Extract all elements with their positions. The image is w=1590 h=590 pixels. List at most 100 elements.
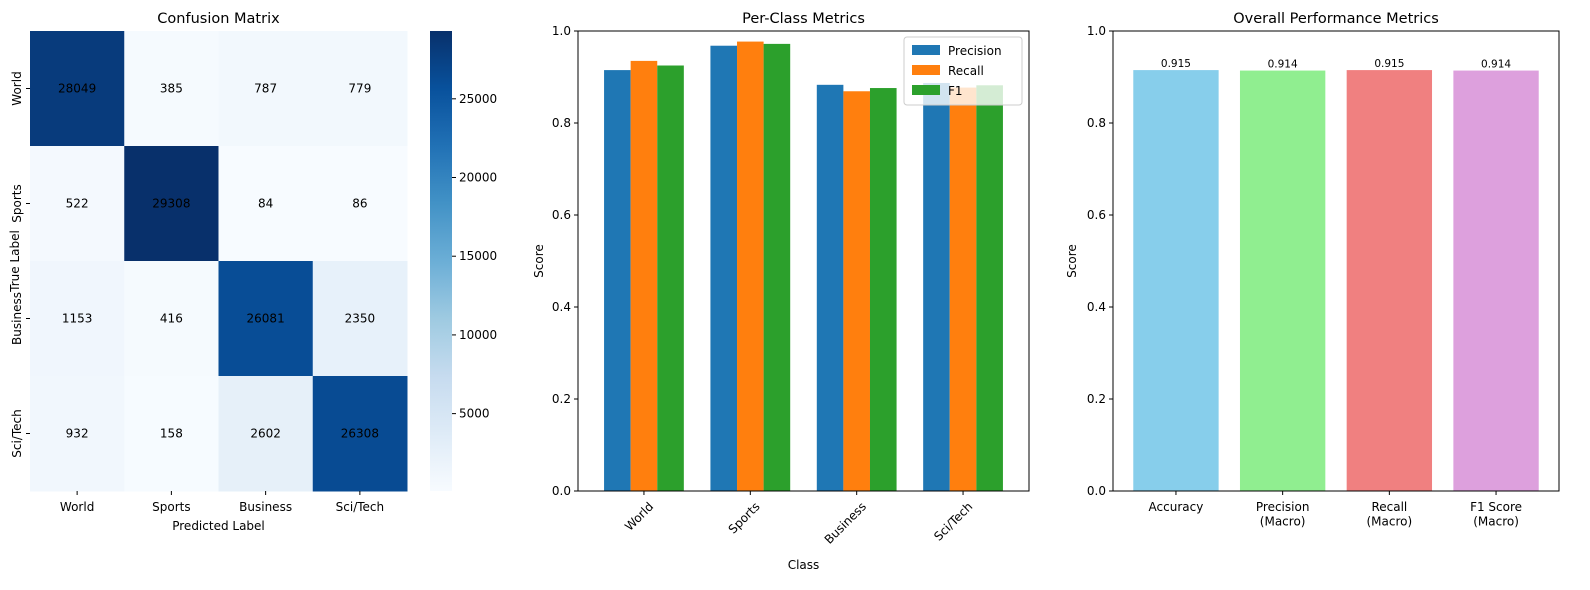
colorbar-tick-label: 25000 [459,92,497,106]
y-tick-label: 0.6 [1087,208,1106,222]
y-tick-label: 0.4 [1087,300,1106,314]
heatmap-cell [312,261,408,377]
x-tick-label: Business [822,499,869,546]
colorbar-tick-label: 20000 [459,171,497,185]
legend-label: F1 [948,84,963,98]
colorbar-tick-label: 10000 [459,328,497,342]
legend-swatch [912,85,940,95]
legend-swatch [912,45,940,55]
heatmap-cell [218,261,314,377]
x-tick-label: F1 Score (Macro) [1470,500,1522,528]
heatmap-cell-value: 787 [254,82,277,96]
bar-precision [923,82,950,491]
heatmap-cell [218,376,314,492]
heatmap-cell-value: 84 [258,197,273,211]
plot-frame [577,30,1030,492]
x-tick-label: Sci/Tech [931,499,975,543]
y-axis-label: Score [1065,244,1079,278]
bar-data-label: 0.914 [1268,59,1298,71]
overall-bar [1133,70,1219,491]
bar-precision [816,84,844,491]
heatmap-cell-value: 26308 [341,427,379,441]
heatmap-cell-value: 932 [66,427,89,441]
y-tick-label: 0.0 [1087,484,1106,498]
heatmap-cell [30,146,125,262]
y-tick-label: 0.6 [552,208,571,222]
heatmap-cell-value: 26081 [247,312,285,326]
heatmap-cell [218,146,314,262]
bar-recall [630,60,658,492]
y-tick-label: 0.0 [552,484,571,498]
heatmap-cell [124,376,219,492]
legend-label: Recall [948,64,984,78]
y-tick-label: 0.8 [552,116,571,130]
y-tick-label: Sci/Tech [10,409,24,457]
chart-title: Overall Performance Metrics [1233,11,1439,27]
y-tick-label: World [10,71,24,105]
y-tick-label: Sports [10,184,24,222]
colorbar [430,31,452,491]
y-tick-label: 1.0 [552,24,571,38]
y-tick-label: 1.0 [1087,24,1106,38]
overall-bar [1453,70,1539,491]
heatmap-cell [30,261,125,377]
heatmap-cell-value: 2350 [345,312,376,326]
overall-bar [1346,70,1433,491]
heatmap-cell [312,31,408,147]
x-tick-label: Sci/Tech [336,500,384,514]
bar-f1 [976,85,1003,491]
bar-recall [949,87,977,491]
heatmap-cell [30,31,125,147]
colorbar-tick-label: 5000 [459,407,490,421]
x-axis-label: Class [788,558,820,572]
bar-precision [604,70,631,491]
chart-title: Confusion Matrix [157,11,280,27]
heatmap-cell [124,146,219,262]
legend-label: Precision [948,44,1002,58]
bar-f1 [869,88,897,491]
x-tick-label: Sports [726,499,763,536]
bar-data-label: 0.914 [1481,59,1511,71]
chart-title: Per-Class Metrics [742,11,865,27]
heatmap-cell-value: 416 [160,312,183,326]
x-tick-label: Business [239,500,292,514]
x-tick-label: World [622,499,656,533]
heatmap-cell-value: 29308 [152,197,190,211]
y-axis-label: True Label [8,230,22,293]
heatmap-cell [124,31,219,147]
heatmap-cell-value: 779 [348,82,371,96]
bar-f1 [763,43,791,491]
x-tick-label: Sports [152,500,190,514]
y-tick-label: 0.2 [1087,392,1106,406]
heatmap-cell-value: 86 [352,197,367,211]
heatmap-cell-value: 1153 [62,312,93,326]
y-tick-label: 0.8 [1087,116,1106,130]
heatmap-cell [218,31,314,147]
heatmap-cell [312,376,408,492]
bar-recall [737,41,764,492]
bar-data-label: 0.915 [1374,58,1404,70]
colorbar-tick-label: 15000 [459,249,497,263]
y-tick-label: 0.2 [552,392,571,406]
bar-recall [843,91,870,491]
legend-swatch [912,65,940,75]
x-tick-label: World [60,500,94,514]
heatmap-cell [30,376,125,492]
heatmap-cell-value: 385 [160,82,183,96]
x-tick-label: Precision (Macro) [1256,500,1310,528]
y-axis-label: Score [532,244,546,278]
y-tick-label: 0.4 [552,300,571,314]
y-tick-label: Business [10,292,24,345]
bar-data-label: 0.915 [1161,58,1191,70]
x-axis-label: Predicted Label [172,519,265,533]
heatmap-cell-value: 158 [160,427,183,441]
heatmap-cell-value: 522 [66,197,89,211]
heatmap-cell [312,146,408,262]
bar-precision [710,45,738,491]
x-tick-label: Accuracy [1149,500,1204,514]
x-tick-label: Recall (Macro) [1367,500,1413,528]
plot-frame [1112,30,1560,492]
heatmap-cell-value: 2602 [250,427,281,441]
overall-bar [1239,70,1326,491]
